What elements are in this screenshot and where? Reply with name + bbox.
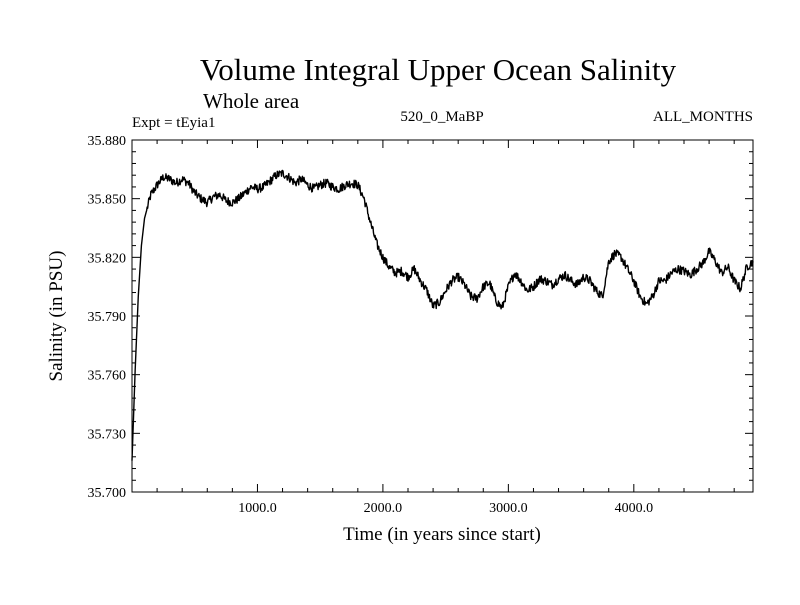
chart-title: Volume Integral Upper Ocean Salinity (200, 52, 677, 87)
y-tick-label: 35.760 (88, 369, 127, 384)
months-label: ALL_MONTHS (653, 109, 753, 125)
y-tick-label: 35.880 (88, 134, 127, 149)
chart-subtitle: Whole area (203, 89, 300, 113)
experiment-label: Expt = tEyia1 (132, 115, 215, 131)
plot-frame (131, 139, 754, 493)
x-tick-label: 4000.0 (615, 501, 654, 516)
y-tick-label: 35.700 (88, 486, 127, 501)
y-tick-label: 35.820 (88, 251, 127, 266)
x-tick-label: 3000.0 (489, 501, 528, 516)
x-axis-label: Time (in years since start) (343, 524, 541, 545)
period-label: 520_0_MaBP (400, 109, 483, 125)
x-tick-label: 1000.0 (238, 501, 277, 516)
series-line-salinity (131, 169, 754, 461)
y-tick-label: 35.730 (88, 427, 127, 442)
y-axis-label: Salinity (in PSU) (46, 251, 67, 382)
y-tick-label: 35.850 (88, 193, 127, 208)
x-tick-label: 2000.0 (364, 501, 403, 516)
plot-area: 35.700 35.730 35.760 35.790 35.820 35.850 35.8… (88, 134, 754, 516)
y-tick-label: 35.790 (88, 310, 127, 325)
